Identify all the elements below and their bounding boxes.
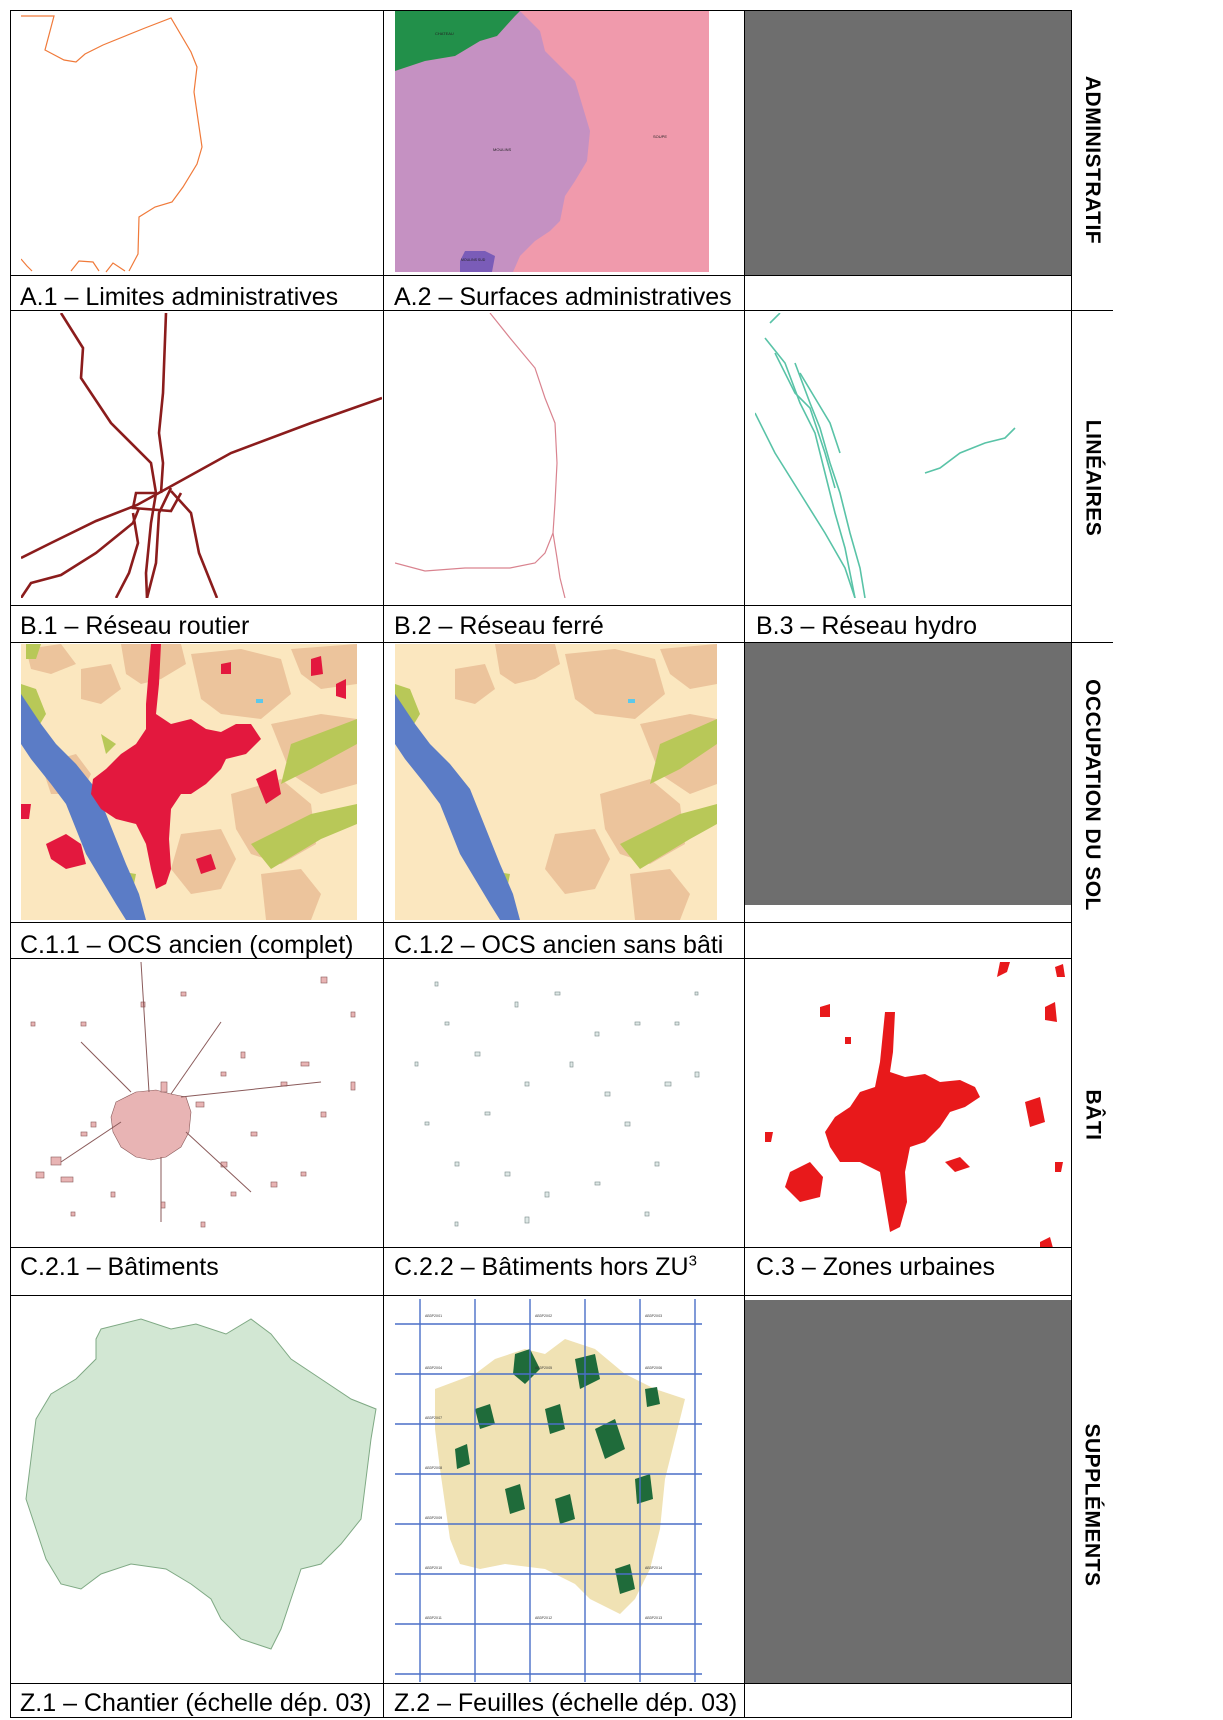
grid-line [10,1717,1072,1718]
section-label-administratif: ADMINISTRATIF [1072,10,1112,310]
buildings-outside-zu-map [395,962,720,1248]
caption-c22: C.2.2 – Bâtiments hors ZU3 [394,1252,697,1281]
sheet-label: AB3P2X01 [425,1314,442,1318]
caption-c21: C.2.1 – Bâtiments [20,1253,219,1281]
placeholder-c13 [745,643,1071,905]
section-label-supplements: SUPPLÉMENTS [1072,1295,1112,1715]
sheet-label: AB3P2X14 [645,1566,662,1570]
grid-line [10,922,1072,923]
ocs-full-map [21,644,357,920]
chantier-map [21,1299,382,1679]
buildings-map [21,962,377,1248]
sheet-label: AB3P2X12 [535,1616,552,1620]
section-label-text: SUPPLÉMENTS [1081,1423,1104,1587]
placeholder-z3 [745,1300,1071,1684]
sheet-label: AB3P2X04 [425,1366,442,1370]
caption-b2: B.2 – Réseau ferré [394,612,604,640]
caption-b3: B.3 – Réseau hydro [756,612,977,640]
sheet-label: AB3P2X03 [645,1314,662,1318]
section-label-text: BÂTI [1081,1089,1104,1141]
section-label-text: LINÉAIRES [1081,419,1105,536]
grid-line [10,10,11,1718]
sheet-label: AB3P2X08 [425,1466,442,1470]
sheets-map: AB3P2X01 AB3P2X02 AB3P2X03 AB3P2X04 AB3P… [395,1299,702,1682]
caption-c11: C.1.1 – OCS ancien (complet) [20,931,354,959]
caption-z2: Z.2 – Feuilles (échelle dép. 03) [394,1689,738,1717]
sheet-label: AB3P2X07 [425,1416,442,1420]
caption-c22-text: C.2.2 – Bâtiments hors ZU [394,1253,689,1281]
section-label-lineaires: LINÉAIRES [1072,310,1112,645]
sheet-label: AB3P2X05 [535,1366,552,1370]
admin-surfaces-map: CHATEAU MOULINS SOUPE MOULINS SUD [395,11,709,272]
sheet-label: AB3P2X02 [535,1314,552,1318]
section-label-text: OCCUPATION DU SOL [1081,679,1104,911]
sheet-label: AB3P2X11 [425,1616,442,1620]
sheet-label: AB3P2X10 [425,1566,442,1570]
grid-line [10,310,1113,311]
hydro-network-map [755,313,1055,598]
commune-label-south: MOULINS SUD [461,258,486,262]
grid-line [744,10,745,1718]
sheet-label: AB3P2X09 [425,1516,442,1520]
sheet-label: AB3P2X13 [645,1616,662,1620]
caption-a1: A.1 – Limites administratives [20,283,339,311]
grid-line [10,1247,1072,1248]
commune-label-nw: CHATEAU [435,31,454,36]
grid-line [10,10,1072,11]
footnote-ref: 3 [688,1252,697,1270]
caption-c3: C.3 – Zones urbaines [756,1253,996,1281]
grid-line [10,1683,1072,1684]
road-network-map [21,313,382,598]
section-label-occupation: OCCUPATION DU SOL [1072,645,1112,945]
caption-z1: Z.1 – Chantier (échelle dép. 03) [20,1689,372,1717]
section-label-text: ADMINISTRATIF [1081,75,1105,245]
admin-limits-map [21,12,312,273]
caption-a2: A.2 – Surfaces administratives [394,283,732,311]
rail-network-map [395,313,725,598]
grid-line [10,1295,1072,1296]
urban-zones-map [745,962,1071,1248]
grid-line [10,605,1072,606]
placeholder-a3 [745,11,1071,275]
caption-b1: B.1 – Réseau routier [20,612,250,640]
grid-line [10,958,1072,959]
grid-line [1072,310,1073,311]
commune-label-center: MOULINS [493,147,512,152]
sheet-label: AB3P2X06 [645,1366,662,1370]
section-label-bati: BÂTI [1072,935,1112,1295]
grid-line [10,642,1113,643]
grid-line [10,275,1072,276]
ocs-no-built-map [395,644,717,920]
commune-label-east: SOUPE [653,134,667,139]
caption-c12: C.1.2 – OCS ancien sans bâti [394,931,724,959]
grid-line [383,10,384,1718]
grid-line [1071,10,1072,1718]
